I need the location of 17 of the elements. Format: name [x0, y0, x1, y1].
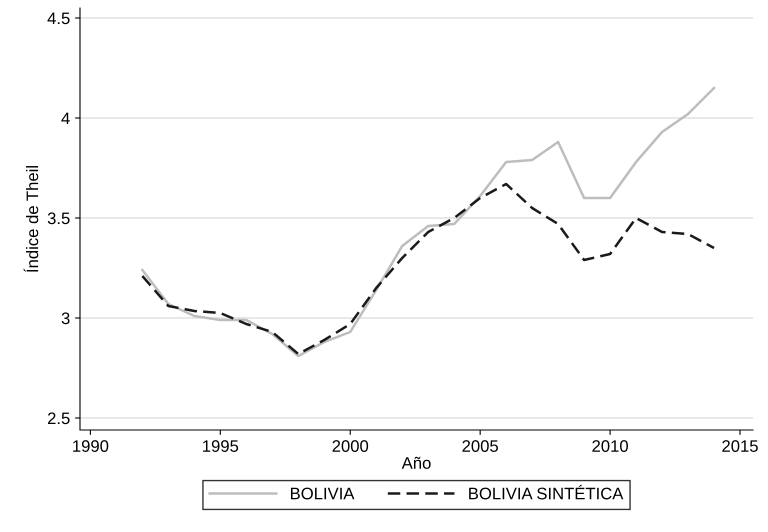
- x-tick-label: 1990: [73, 440, 108, 452]
- line-series: [141, 86, 716, 358]
- y-tick-label: 3.5: [48, 212, 70, 224]
- y-axis-title: Índice de Theil: [24, 166, 38, 272]
- y-tick-label: 3: [62, 312, 70, 324]
- legend-label: BOLIVIA SINTÉTICA: [469, 484, 624, 500]
- x-tick-label: 2005: [462, 440, 498, 452]
- x-tick-label: 1995: [203, 440, 238, 452]
- y-tick-label: 4.5: [47, 12, 70, 24]
- x-axis-title: Año: [402, 456, 431, 469]
- y-tick-label: 4: [61, 112, 70, 124]
- x-tick-label: 2010: [592, 440, 628, 452]
- legend-label: BOLIVIA: [290, 488, 354, 500]
- x-tick-label: 2000: [332, 440, 368, 452]
- y-tick-label: 2.5: [48, 412, 70, 424]
- x-tick-label: 2015: [722, 440, 758, 452]
- line-series: [141, 182, 716, 356]
